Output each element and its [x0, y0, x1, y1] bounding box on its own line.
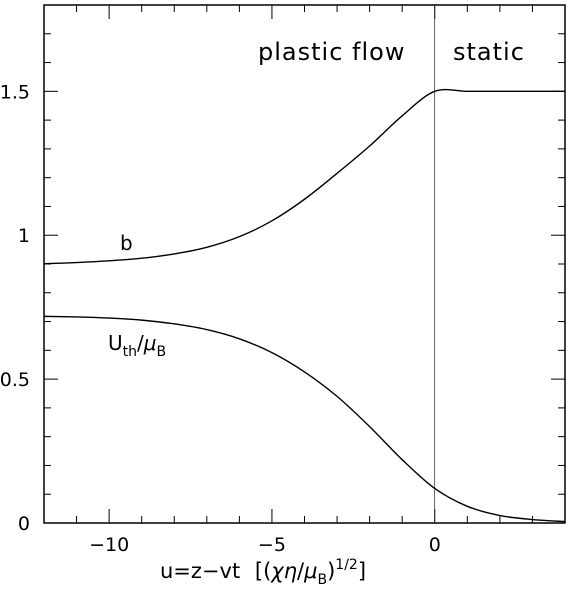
- plot-frame: [43, 4, 566, 524]
- region-label-static: static: [453, 38, 525, 66]
- x-axis-title-main: u=z−vt: [160, 559, 240, 583]
- series-label-sub-th: th: [123, 344, 137, 360]
- series-label-u: U: [108, 331, 123, 355]
- x-axis-title: u=z−vt [(χη/μB)1/2]: [160, 557, 366, 588]
- x-axis-title-slash: /: [297, 559, 305, 583]
- y-tick-label: 1.5: [0, 81, 30, 103]
- x-ticks: −10 −5 0: [43, 5, 566, 556]
- x-axis-title-mu-sub: B: [317, 572, 327, 588]
- x-tick-label: −10: [89, 534, 129, 556]
- series-label-uth-over-mub: Uth/μB: [108, 331, 166, 360]
- y-tick-label: 0.5: [0, 369, 30, 391]
- series-line-b: [43, 88, 565, 265]
- x-axis-title-close-paren: ): [327, 559, 335, 583]
- x-axis-title-mu: μ: [303, 559, 317, 583]
- x-axis-title-bracket-open: [(: [255, 559, 271, 583]
- series-label-b: b: [120, 231, 133, 255]
- y-tick-label: 0: [18, 513, 30, 535]
- series-label-slash: /: [137, 331, 144, 355]
- x-axis-title-bracket-close: ]: [358, 559, 366, 583]
- x-axis-title-chi-eta: χη: [270, 559, 297, 583]
- x-axis-title-exponent: 1/2: [335, 557, 358, 573]
- x-tick-label: 0: [429, 534, 441, 556]
- y-tick-label: 1: [18, 225, 30, 247]
- series-line-uth-over-mub: [43, 315, 566, 523]
- series-label-sub-b: B: [157, 344, 167, 360]
- series-label-mu: μ: [143, 331, 157, 355]
- region-label-plastic-flow: plastic flow: [258, 38, 405, 66]
- y-ticks: 0 0.5 1 1.5: [0, 4, 565, 535]
- x-tick-label: −5: [258, 534, 286, 556]
